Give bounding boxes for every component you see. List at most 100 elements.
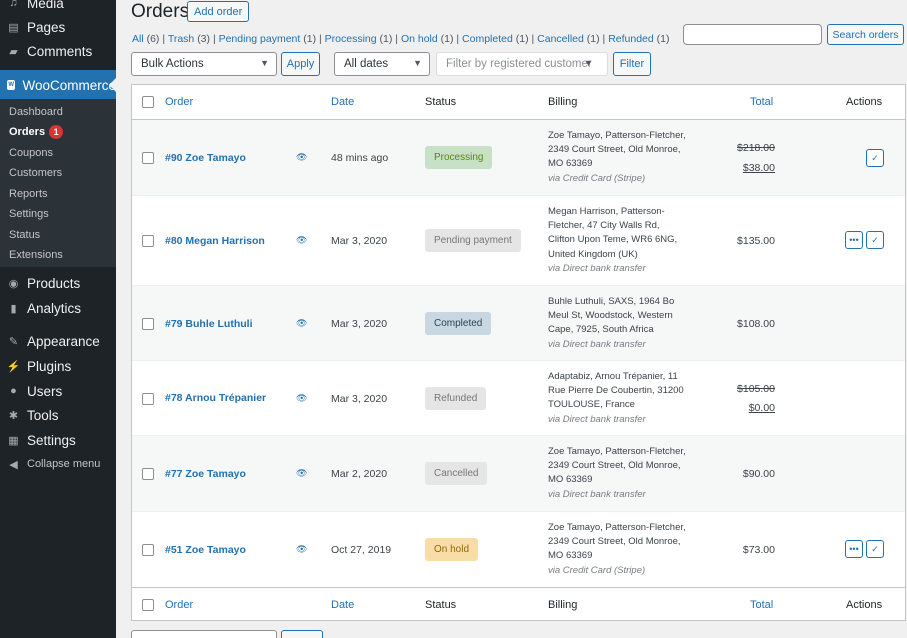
more-icon: ••• <box>849 544 859 554</box>
filter-completed[interactable]: Completed <box>462 33 513 45</box>
filter-pending[interactable]: Pending payment <box>218 33 301 45</box>
collapse-menu-button[interactable]: ◀ Collapse menu <box>0 453 116 475</box>
table-row[interactable]: #78 Arnou Trépanier 👁 Mar 3, 2020 Refund… <box>132 361 905 436</box>
order-link[interactable]: #78 Arnou Trépanier <box>165 392 267 404</box>
sidebar-item-appearance[interactable]: ✎ Appearance <box>0 330 116 352</box>
apply-button[interactable]: Apply <box>281 52 320 76</box>
preview-eye-icon[interactable]: 👁 <box>296 235 308 245</box>
preview-eye-icon[interactable]: 👁 <box>296 393 308 403</box>
table-row[interactable]: #90 Zoe Tamayo 👁 48 mins ago Processing … <box>132 120 905 196</box>
complete-order-button[interactable]: ✓ <box>866 149 884 167</box>
select-all-checkbox[interactable] <box>142 96 154 108</box>
search-orders-input[interactable] <box>683 24 822 45</box>
sidebar-item-label: Analytics <box>27 300 82 316</box>
column-date[interactable]: Date <box>331 599 355 611</box>
processing-order-button[interactable]: ••• <box>845 231 863 249</box>
sidebar-item-tools[interactable]: ✱ Tools <box>0 404 116 426</box>
order-link[interactable]: #77 Zoe Tamayo <box>165 468 246 480</box>
table-footer: Order Date Status Billing Total Actions <box>132 587 905 622</box>
preview-eye-icon[interactable]: 👁 <box>296 318 308 328</box>
status-badge: Pending payment <box>425 229 521 252</box>
apply-button-bottom[interactable] <box>281 630 323 638</box>
table-row[interactable]: #79 Buhle Luthuli 👁 Mar 3, 2020 Complete… <box>132 286 905 361</box>
sidebar-item-comments[interactable]: ▰ Comments <box>0 40 116 62</box>
sidebar-item-pages[interactable]: ▤ Pages <box>0 16 116 38</box>
preview-eye-icon[interactable]: 👁 <box>296 468 308 478</box>
sidebar-item-analytics[interactable]: ▮ Analytics <box>0 297 116 319</box>
row-checkbox[interactable] <box>142 152 154 164</box>
admin-sidebar: ♫ Media ▤ Pages ▰ Comments W WooCommerce… <box>0 0 116 638</box>
chevron-down-icon: ▼ <box>413 58 422 68</box>
preview-eye-icon[interactable]: 👁 <box>296 152 308 162</box>
filter-refunded[interactable]: Refunded <box>608 33 654 45</box>
order-link[interactable]: #51 Zoe Tamayo <box>165 544 246 556</box>
sidebar-item-label: Users <box>27 383 63 399</box>
order-link[interactable]: #80 Megan Harrison <box>165 235 265 247</box>
submenu-settings[interactable]: Settings <box>9 208 49 220</box>
submenu-dashboard[interactable]: Dashboard <box>9 106 63 118</box>
woocommerce-icon: W <box>7 80 16 90</box>
status-badge: On hold <box>425 538 479 561</box>
row-checkbox[interactable] <box>142 468 154 480</box>
row-checkbox[interactable] <box>142 318 154 330</box>
checkmark-icon: ✓ <box>871 543 879 554</box>
billing-address: Adaptabiz, Arnou Trépanier, 11 Rue Pierr… <box>548 371 684 425</box>
submenu-extensions[interactable]: Extensions <box>9 249 63 261</box>
column-total[interactable]: Total <box>750 599 774 611</box>
processing-order-button[interactable]: ••• <box>845 540 863 558</box>
order-date: Oct 27, 2019 <box>331 544 392 556</box>
analytics-icon: ▮ <box>10 302 17 315</box>
row-checkbox[interactable] <box>142 393 154 405</box>
order-date: Mar 2, 2020 <box>331 468 388 480</box>
sidebar-item-label: Products <box>27 275 81 291</box>
bulk-actions-select-bottom[interactable] <box>131 630 277 638</box>
submenu-coupons[interactable]: Coupons <box>9 147 54 159</box>
filter-button[interactable]: Filter <box>613 52 651 76</box>
submenu-customers[interactable]: Customers <box>9 167 63 179</box>
billing-address: Zoe Tamayo, Patterson-Fletcher, 2349 Cou… <box>548 522 686 576</box>
order-date: Mar 3, 2020 <box>331 235 388 247</box>
order-total: $0.00 <box>748 402 775 414</box>
sidebar-item-users[interactable]: ● Users <box>0 380 116 402</box>
row-checkbox[interactable] <box>142 235 154 247</box>
settings-icon: ▦ <box>8 434 19 447</box>
order-link[interactable]: #90 Zoe Tamayo <box>165 152 246 164</box>
status-badge: Cancelled <box>425 462 488 485</box>
dates-select[interactable]: All dates ▼ <box>334 52 430 76</box>
filter-trash[interactable]: Trash <box>167 33 195 45</box>
complete-order-button[interactable]: ✓ <box>866 231 884 249</box>
submenu-orders[interactable]: Orders 1 <box>9 125 64 139</box>
column-date[interactable]: Date <box>331 96 355 108</box>
filter-processing[interactable]: Processing <box>324 33 377 45</box>
order-link[interactable]: #79 Buhle Luthuli <box>165 318 253 330</box>
sidebar-item-settings[interactable]: ▦ Settings <box>0 429 116 451</box>
submenu-reports[interactable]: Reports <box>9 188 48 200</box>
table-row[interactable]: #51 Zoe Tamayo 👁 Oct 27, 2019 On hold Zo… <box>132 512 905 587</box>
search-orders-button[interactable]: Search orders <box>827 24 904 45</box>
customer-filter-select[interactable]: Filter by registered customer ▼ <box>436 52 608 76</box>
sidebar-item-label: Settings <box>27 432 76 448</box>
sidebar-item-plugins[interactable]: ⚡ Plugins <box>0 355 116 377</box>
status-badge: Completed <box>425 312 492 335</box>
column-status: Status <box>425 96 457 108</box>
add-order-button[interactable]: Add order <box>187 1 250 22</box>
table-row[interactable]: #80 Megan Harrison 👁 Mar 3, 2020 Pending… <box>132 196 905 286</box>
filter-cancelled[interactable]: Cancelled <box>537 33 584 45</box>
filter-all[interactable]: All <box>132 33 144 45</box>
filter-on-hold[interactable]: On hold <box>400 33 438 45</box>
sidebar-item-products[interactable]: ◉ Products <box>0 272 116 294</box>
sidebar-item-woocommerce[interactable]: W WooCommerce <box>0 70 116 100</box>
order-date: Mar 3, 2020 <box>331 393 388 405</box>
complete-order-button[interactable]: ✓ <box>866 540 884 558</box>
row-checkbox[interactable] <box>142 544 154 556</box>
table-row[interactable]: #77 Zoe Tamayo 👁 Mar 2, 2020 Cancelled Z… <box>132 436 905 512</box>
column-total[interactable]: Total <box>750 96 774 108</box>
preview-eye-icon[interactable]: 👁 <box>296 544 308 554</box>
sidebar-item-media[interactable]: ♫ Media <box>0 0 116 14</box>
submenu-status[interactable]: Status <box>9 229 41 241</box>
bulk-actions-select[interactable]: Bulk Actions ▼ <box>131 52 277 76</box>
column-order[interactable]: Order <box>165 96 194 108</box>
select-all-checkbox-footer[interactable] <box>142 599 154 611</box>
column-order[interactable]: Order <box>165 599 194 611</box>
plugins-icon: ⚡ <box>6 360 21 373</box>
